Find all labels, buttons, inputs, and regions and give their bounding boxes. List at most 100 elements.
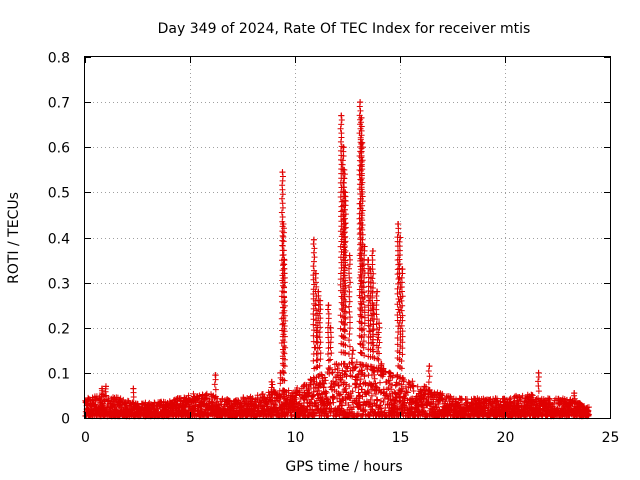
- spike-point: [346, 314, 353, 321]
- background-point: [368, 392, 375, 399]
- spike-point: [310, 249, 317, 256]
- background-point: [339, 374, 346, 381]
- spike-peak-point: [279, 169, 286, 176]
- spike-point: [280, 234, 287, 241]
- spike-point: [369, 252, 376, 259]
- spike-point: [360, 325, 367, 332]
- spike-point: [316, 362, 323, 369]
- y-tick-label: 0.8: [48, 51, 70, 67]
- spike-peak-point: [340, 144, 347, 151]
- spike-point: [342, 335, 349, 342]
- spike-point: [399, 317, 406, 324]
- spike-point: [370, 280, 377, 287]
- spike-peak-point: [342, 189, 349, 196]
- spike-peak-point: [399, 266, 406, 273]
- spike-peak-point: [315, 288, 322, 295]
- spike-point: [346, 325, 353, 332]
- background-point: [438, 395, 445, 402]
- spike-point: [311, 245, 318, 252]
- background-point: [329, 369, 336, 376]
- spike-point: [269, 381, 276, 388]
- spike-point: [342, 315, 349, 322]
- spike-point: [310, 375, 317, 382]
- spike-point: [395, 261, 402, 268]
- spike-point: [357, 306, 364, 313]
- background-point: [388, 381, 395, 388]
- spike-point: [338, 121, 345, 128]
- spike-point: [345, 265, 352, 272]
- spike-point: [398, 365, 405, 372]
- spike-peak-point: [361, 243, 368, 250]
- spike-point: [361, 309, 368, 316]
- spike-point: [425, 379, 432, 386]
- spike-point: [341, 243, 348, 250]
- background-point: [323, 396, 330, 403]
- spike-point: [268, 384, 275, 391]
- spike-point: [361, 314, 368, 321]
- y-tick-label: 0.3: [48, 277, 70, 293]
- spike-point: [359, 179, 366, 186]
- background-point: [343, 373, 350, 380]
- chart-title: Day 349 of 2024, Rate Of TEC Index for r…: [158, 21, 531, 37]
- spike-point: [310, 305, 317, 312]
- spike-point: [341, 171, 348, 178]
- spike-point: [281, 283, 288, 290]
- spike-point: [399, 345, 406, 352]
- background-point: [529, 392, 536, 399]
- spike-point: [317, 315, 324, 322]
- spike-point: [278, 195, 285, 202]
- background-point: [358, 386, 365, 393]
- spike-point: [342, 277, 349, 284]
- background-point: [349, 388, 356, 395]
- spike-point: [369, 310, 376, 317]
- spike-point: [340, 212, 347, 219]
- background-point: [322, 404, 329, 411]
- spike-point: [212, 386, 219, 393]
- background-point: [343, 364, 350, 371]
- spike-point: [342, 287, 349, 294]
- spike-point: [314, 357, 321, 364]
- spike-point: [341, 175, 348, 182]
- spike-point: [360, 362, 367, 369]
- spike-point: [279, 182, 286, 189]
- background-point: [352, 380, 359, 387]
- background-point: [409, 378, 416, 385]
- spike-point: [361, 320, 368, 327]
- spike-point: [310, 321, 317, 328]
- background-point: [211, 394, 218, 401]
- spike-point: [281, 356, 288, 363]
- background-point: [382, 368, 389, 375]
- background-point: [352, 363, 359, 370]
- spike-point: [399, 351, 406, 358]
- background-point: [228, 402, 235, 409]
- spike-point: [277, 380, 284, 387]
- background-point: [517, 398, 524, 405]
- spike-point: [535, 395, 542, 402]
- y-tick-label: 0.5: [48, 186, 70, 202]
- background-point: [353, 359, 360, 366]
- spike-point: [359, 231, 366, 238]
- spike-point: [338, 198, 345, 205]
- spike-point: [310, 311, 317, 318]
- spike-point: [356, 220, 363, 227]
- background-point: [334, 395, 341, 402]
- spike-point: [325, 350, 332, 357]
- background-point: [388, 386, 395, 393]
- y-tick-label: 0: [61, 412, 70, 428]
- background-point: [342, 385, 349, 392]
- background-point: [439, 396, 446, 403]
- spike-point: [399, 312, 406, 319]
- spike-point: [359, 341, 366, 348]
- background-point: [392, 382, 399, 389]
- spike-point: [316, 310, 323, 317]
- spike-point: [426, 387, 433, 394]
- spike-point: [356, 231, 363, 238]
- y-tick-label: 0.4: [48, 232, 70, 248]
- spike-point: [328, 350, 335, 357]
- background-point: [320, 384, 327, 391]
- background-point: [205, 395, 212, 402]
- spike-point: [317, 339, 324, 346]
- spike-peak-point: [338, 112, 345, 119]
- spike-point: [338, 305, 345, 312]
- spike-point: [358, 161, 365, 168]
